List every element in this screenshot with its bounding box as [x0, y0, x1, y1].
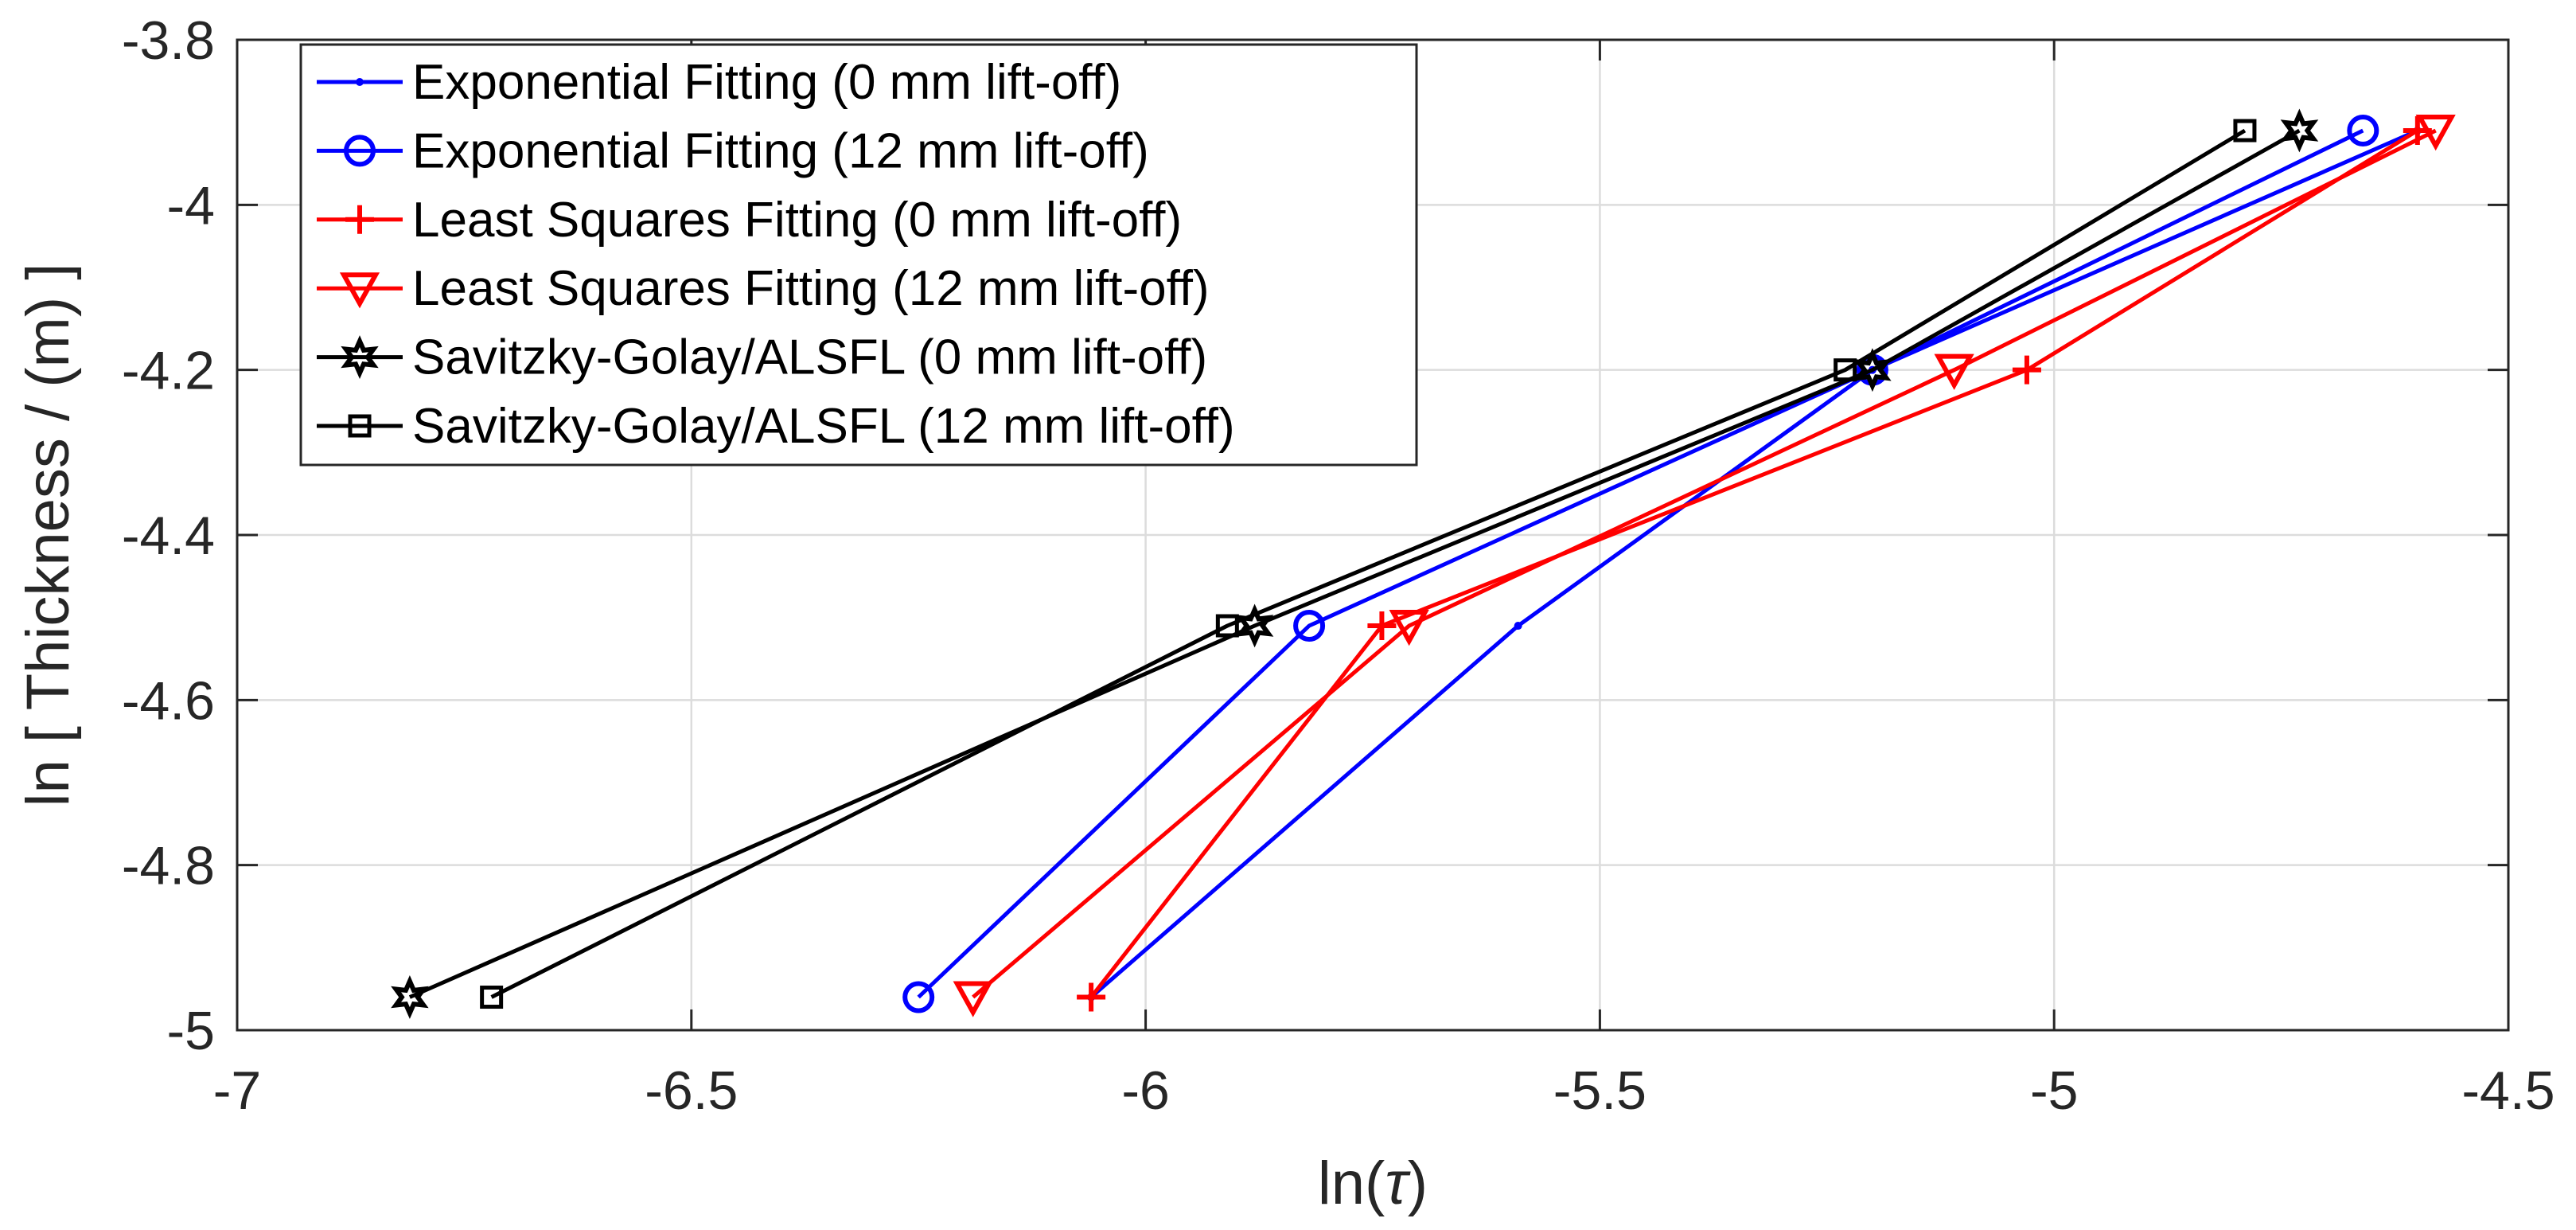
data-point	[1215, 614, 1239, 638]
data-point	[1367, 611, 1397, 641]
data-point	[391, 975, 429, 1019]
legend-entry: Least Squares Fitting (12 mm lift-off)	[317, 261, 1210, 316]
y-tick-label: -3.8	[122, 10, 215, 71]
y-tick-label: -4	[167, 175, 215, 236]
series-line	[490, 128, 2247, 999]
legend-marker	[339, 272, 380, 309]
legend-marker	[356, 78, 364, 86]
x-tick-label: -5.5	[1553, 1060, 1647, 1121]
data-point	[2415, 115, 2456, 151]
legend-entry: Exponential Fitting (12 mm lift-off)	[317, 123, 1149, 178]
data-point	[902, 981, 935, 1013]
series-line	[1089, 128, 2418, 999]
series-line	[1089, 128, 2419, 999]
legend-entry: Least Squares Fitting (0 mm lift-off)	[317, 193, 1182, 248]
data-point	[1514, 622, 1522, 631]
legend-marker	[344, 135, 376, 167]
x-axis-label-prefix: ln(	[1318, 1150, 1385, 1217]
series-line	[917, 128, 2364, 999]
y-tick-label: -4.6	[122, 670, 215, 731]
legend-label: Least Squares Fitting (0 mm lift-off)	[412, 193, 1182, 248]
data-point	[2347, 115, 2379, 147]
x-tick-label: -6.5	[645, 1060, 738, 1121]
legend-box	[299, 43, 1418, 467]
legend-label: Savitzky-Golay/ALSFL (12 mm lift-off)	[412, 399, 1235, 454]
series-group	[391, 108, 2456, 1019]
y-axis-label: ln [ Thickness / (m) ]	[14, 264, 82, 807]
series-4	[953, 115, 2456, 1017]
y-tick-label: -4.4	[122, 506, 215, 566]
legend-label: Exponential Fitting (0 mm lift-off)	[412, 55, 1121, 110]
legend-label: Exponential Fitting (12 mm lift-off)	[412, 123, 1149, 178]
x-axis-label-symbol: τ	[1385, 1150, 1411, 1217]
data-point	[1235, 603, 1274, 648]
legend-entry: Savitzky-Golay/ALSFL (0 mm lift-off)	[317, 330, 1207, 385]
x-tick-label: -4.5	[2461, 1060, 2555, 1121]
x-tick-label: -6	[1121, 1060, 1169, 1121]
legend-label: Savitzky-Golay/ALSFL (0 mm lift-off)	[412, 330, 1207, 385]
y-tick-label: -4.8	[122, 836, 215, 896]
legend-marker	[341, 335, 379, 380]
legend-marker	[345, 205, 374, 234]
x-axis-label-suffix: )	[1408, 1150, 1428, 1217]
data-point	[1077, 982, 1106, 1012]
x-tick-label: -5	[2030, 1060, 2078, 1121]
legend-entry: Savitzky-Golay/ALSFL (12 mm lift-off)	[317, 399, 1235, 454]
series-5	[391, 108, 2319, 1019]
series-line	[972, 128, 2437, 999]
data-point	[1293, 610, 1326, 642]
series-6	[480, 119, 2257, 1009]
legend-entry: Exponential Fitting (0 mm lift-off)	[317, 55, 1121, 110]
series-line	[408, 128, 2301, 999]
data-point	[953, 981, 993, 1017]
legend-label: Least Squares Fitting (12 mm lift-off)	[412, 261, 1210, 316]
data-point	[1934, 353, 1974, 390]
data-point	[1389, 610, 1429, 646]
data-point	[2280, 108, 2319, 153]
legend: Exponential Fitting (0 mm lift-off) Expon…	[299, 43, 1418, 467]
data-point	[1834, 358, 1857, 382]
data-point	[2233, 119, 2257, 143]
y-tick-label: -5	[167, 1001, 215, 1061]
legend-entries: Exponential Fitting (0 mm lift-off) Expon…	[317, 55, 1235, 454]
y-tick-label: -4.2	[122, 341, 215, 401]
x-axis-label: ln(τ)	[1318, 1150, 1428, 1217]
data-point	[480, 986, 504, 1009]
data-point	[2012, 355, 2041, 385]
legend-marker	[348, 414, 372, 438]
x-tick-label: -7	[213, 1060, 261, 1121]
